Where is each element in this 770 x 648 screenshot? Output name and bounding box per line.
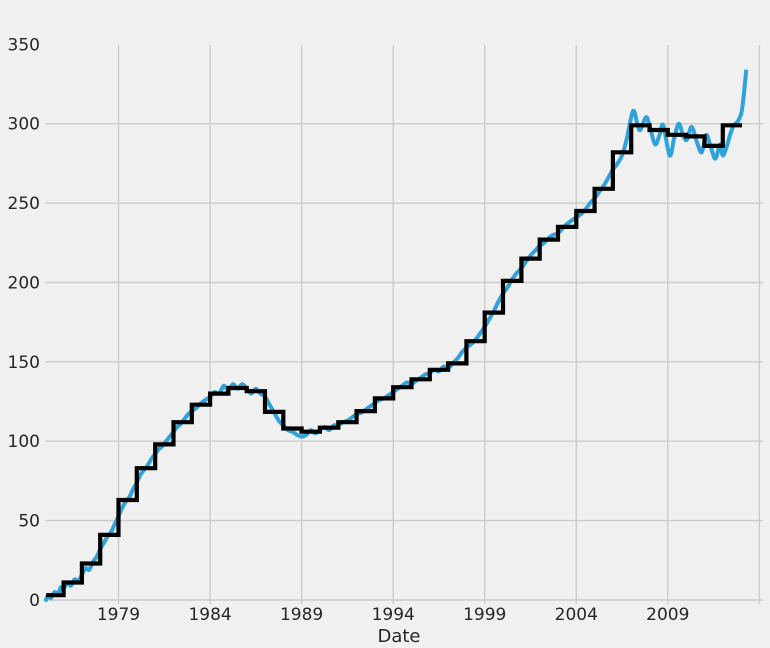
series-lines: [43, 69, 749, 603]
y-tick-label: 300: [8, 115, 40, 135]
x-axis-label: Date: [377, 626, 420, 647]
y-tick-label: 100: [8, 432, 40, 452]
monthly-value-line: [43, 69, 749, 603]
x-tick-label: 2009: [646, 605, 689, 625]
y-tick-label: 50: [18, 512, 40, 532]
x-tick-label: 1979: [97, 605, 140, 625]
x-tick-label: 1984: [188, 605, 231, 625]
y-tick-label: 250: [8, 194, 40, 214]
y-tick-label: 350: [8, 35, 40, 55]
annual-mean-steps-line: [46, 123, 742, 598]
y-tick-label: 150: [8, 353, 40, 373]
x-tick-label: 1999: [463, 605, 506, 625]
x-tick-label: 2004: [555, 605, 598, 625]
x-tick-label: 1994: [372, 605, 415, 625]
y-tick-label: 0: [29, 591, 40, 611]
y-axis-tick-labels: 0 50 100 150 200 250 300 350: [8, 35, 40, 611]
y-tick-label: 200: [8, 274, 40, 294]
x-tick-label: 1989: [280, 605, 323, 625]
x-axis-tick-labels: 1979 1984 1989 1994 1999 2004 2009: [97, 605, 690, 625]
